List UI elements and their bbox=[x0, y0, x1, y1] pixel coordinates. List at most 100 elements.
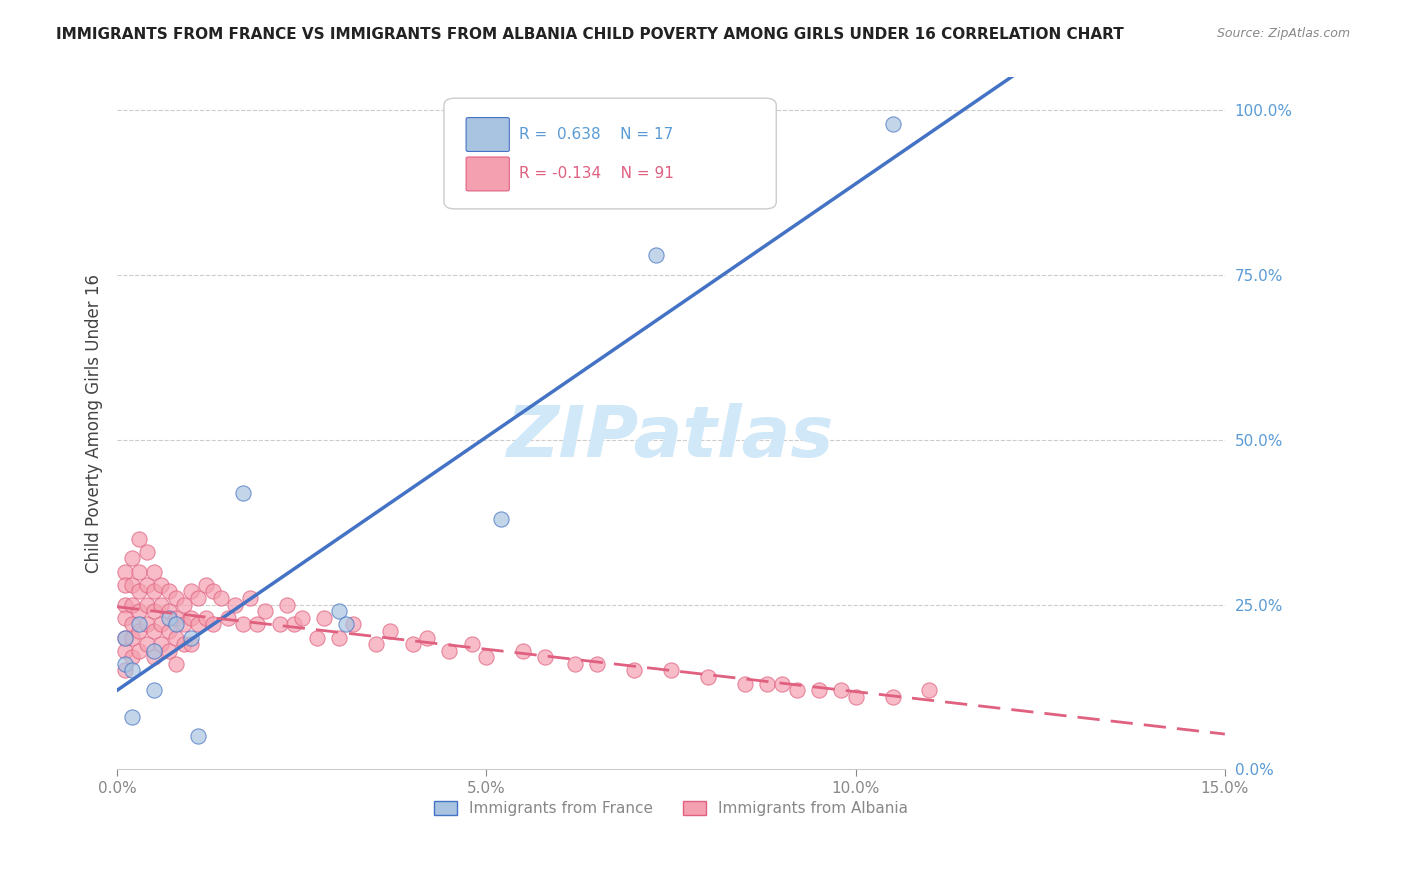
Point bbox=[114, 664, 136, 678]
Point bbox=[328, 631, 350, 645]
Point bbox=[121, 664, 143, 678]
Point bbox=[246, 617, 269, 632]
Point bbox=[128, 624, 150, 638]
Point bbox=[194, 611, 217, 625]
Point bbox=[380, 624, 402, 638]
Point bbox=[143, 565, 166, 579]
Point bbox=[157, 584, 180, 599]
Point bbox=[121, 617, 143, 632]
Y-axis label: Child Poverty Among Girls Under 16: Child Poverty Among Girls Under 16 bbox=[86, 274, 103, 573]
Point bbox=[143, 650, 166, 665]
Point bbox=[143, 683, 166, 698]
Text: ZIPatlas: ZIPatlas bbox=[508, 402, 835, 472]
Point bbox=[173, 637, 195, 651]
Point bbox=[114, 611, 136, 625]
Point bbox=[128, 617, 150, 632]
Point bbox=[114, 643, 136, 657]
Point bbox=[194, 578, 217, 592]
Point bbox=[187, 730, 209, 744]
Point bbox=[209, 591, 232, 605]
Point bbox=[187, 591, 209, 605]
Point bbox=[135, 578, 157, 592]
FancyBboxPatch shape bbox=[467, 118, 509, 152]
FancyBboxPatch shape bbox=[467, 157, 509, 191]
Point bbox=[128, 604, 150, 618]
Point bbox=[283, 617, 305, 632]
Point bbox=[291, 611, 314, 625]
Point bbox=[121, 598, 143, 612]
Point bbox=[224, 598, 246, 612]
Point bbox=[143, 624, 166, 638]
Point bbox=[128, 565, 150, 579]
Point bbox=[165, 591, 187, 605]
Point bbox=[342, 617, 364, 632]
Legend: Immigrants from France, Immigrants from Albania: Immigrants from France, Immigrants from … bbox=[426, 794, 917, 824]
Point bbox=[150, 637, 173, 651]
Point bbox=[173, 598, 195, 612]
Point bbox=[623, 664, 645, 678]
Point bbox=[202, 617, 225, 632]
Point bbox=[128, 643, 150, 657]
Point bbox=[121, 650, 143, 665]
Point bbox=[165, 617, 187, 632]
Point bbox=[180, 584, 202, 599]
Point bbox=[135, 637, 157, 651]
Point bbox=[157, 604, 180, 618]
Point bbox=[697, 670, 720, 684]
Point bbox=[128, 532, 150, 546]
Point bbox=[157, 624, 180, 638]
Point bbox=[165, 657, 187, 671]
Point bbox=[165, 631, 187, 645]
Point bbox=[150, 598, 173, 612]
Point bbox=[114, 598, 136, 612]
Point bbox=[305, 631, 328, 645]
Point bbox=[143, 584, 166, 599]
Point bbox=[253, 604, 276, 618]
Point bbox=[114, 631, 136, 645]
Point bbox=[150, 578, 173, 592]
Text: R = -0.134    N = 91: R = -0.134 N = 91 bbox=[519, 166, 673, 181]
Point bbox=[157, 643, 180, 657]
Point bbox=[475, 650, 498, 665]
Point bbox=[114, 578, 136, 592]
Point bbox=[128, 584, 150, 599]
Point bbox=[232, 617, 254, 632]
Point bbox=[232, 485, 254, 500]
Point bbox=[114, 631, 136, 645]
Point bbox=[734, 676, 756, 690]
Point bbox=[165, 611, 187, 625]
FancyBboxPatch shape bbox=[444, 98, 776, 209]
Point bbox=[269, 617, 291, 632]
Point bbox=[173, 617, 195, 632]
Point bbox=[114, 565, 136, 579]
Point bbox=[830, 683, 852, 698]
Point bbox=[534, 650, 557, 665]
Point bbox=[187, 617, 209, 632]
Point bbox=[439, 643, 461, 657]
Point bbox=[239, 591, 262, 605]
Point bbox=[121, 578, 143, 592]
Point bbox=[460, 637, 482, 651]
Point bbox=[786, 683, 808, 698]
Point bbox=[312, 611, 335, 625]
Point bbox=[401, 637, 423, 651]
Point bbox=[202, 584, 225, 599]
Text: R =  0.638    N = 17: R = 0.638 N = 17 bbox=[519, 127, 673, 142]
Text: Source: ZipAtlas.com: Source: ZipAtlas.com bbox=[1216, 27, 1350, 40]
Point bbox=[335, 617, 357, 632]
Point bbox=[645, 248, 668, 262]
Point bbox=[157, 611, 180, 625]
Point bbox=[659, 664, 682, 678]
Point bbox=[180, 611, 202, 625]
Text: IMMIGRANTS FROM FRANCE VS IMMIGRANTS FROM ALBANIA CHILD POVERTY AMONG GIRLS UNDE: IMMIGRANTS FROM FRANCE VS IMMIGRANTS FRO… bbox=[56, 27, 1123, 42]
Point bbox=[882, 117, 904, 131]
Point bbox=[121, 709, 143, 723]
Point bbox=[586, 657, 609, 671]
Point bbox=[121, 631, 143, 645]
Point bbox=[135, 617, 157, 632]
Point bbox=[135, 545, 157, 559]
Point bbox=[143, 604, 166, 618]
Point bbox=[217, 611, 239, 625]
Point bbox=[807, 683, 830, 698]
Point bbox=[364, 637, 387, 651]
